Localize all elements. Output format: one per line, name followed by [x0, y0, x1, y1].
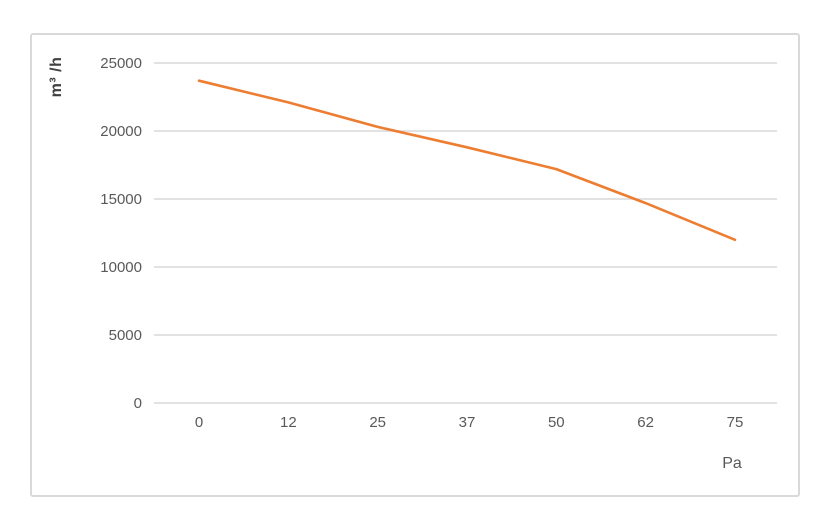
y-tick-label: 20000	[100, 123, 142, 140]
x-tick-label: 37	[459, 414, 476, 431]
y-tick-label: 15000	[100, 191, 142, 208]
y-tick-label: 0	[134, 395, 142, 412]
x-tick-label: 0	[195, 414, 203, 431]
line-chart-plot: 25000 20000 15000 10000 5000 0 0 12 25 37 50 62 75	[100, 55, 777, 431]
airflow-curve	[197, 79, 737, 242]
y-tick-label: 5000	[109, 327, 142, 344]
x-tick-label: 25	[369, 414, 386, 431]
x-tick-label: 75	[727, 414, 744, 431]
y-tick-label: 10000	[100, 259, 142, 276]
y-tick-label: 25000	[100, 55, 142, 72]
x-axis-title: Pa	[722, 455, 742, 472]
x-tick-label: 62	[637, 414, 654, 431]
y-axis-title: m³ /h	[48, 56, 65, 98]
x-tick-label: 50	[548, 414, 565, 431]
x-tick-label: 12	[280, 414, 297, 431]
chart-frame: 25000 20000 15000 10000 5000 0 0 12 25 37 50 62 75 m…	[30, 33, 800, 497]
